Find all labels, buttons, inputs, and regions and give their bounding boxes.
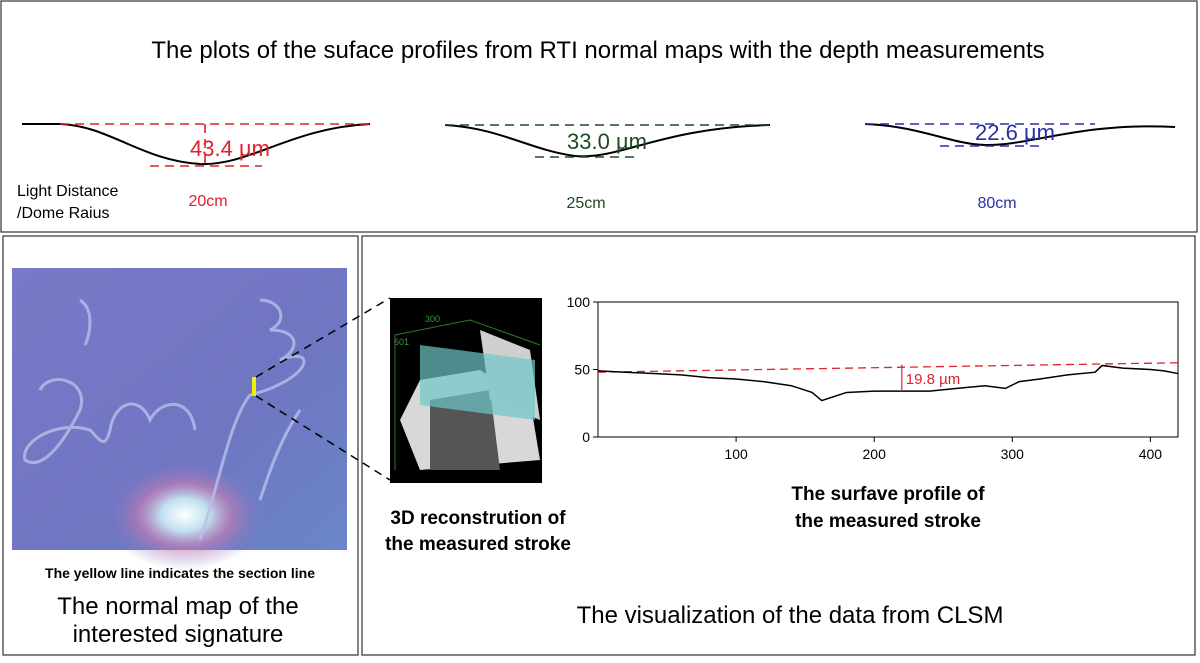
row-label: Light Distance xyxy=(17,183,118,200)
panel-title: The visualization of the data from CLSM xyxy=(577,602,1004,629)
distance-label: 25cm xyxy=(566,195,605,212)
chart-caption: the measured stroke xyxy=(795,511,981,532)
y-tick-label: 50 xyxy=(574,362,590,378)
normal-map-image xyxy=(12,268,347,570)
plot-frame xyxy=(597,301,1179,438)
panel-title: The normal map of the xyxy=(57,593,298,620)
annotation-label: 19.8 µm xyxy=(906,371,961,388)
x-tick-label: 200 xyxy=(863,446,887,462)
x-tick-label: 100 xyxy=(724,446,748,462)
chart-caption: The surfave profile of xyxy=(791,484,985,505)
depth-guides xyxy=(60,123,370,167)
profile-curve xyxy=(22,123,371,166)
x-tick-label: 400 xyxy=(1139,446,1163,462)
right-panel xyxy=(361,235,1196,656)
profile-chart: 0 50 100 100 200 300 400 19.8 µm xyxy=(567,294,1179,462)
depth-label: 43.4 µm xyxy=(190,136,270,161)
y-tick-label: 100 xyxy=(567,294,591,310)
reference-line xyxy=(597,362,1179,373)
top-panel xyxy=(0,0,1198,233)
profile-line xyxy=(597,364,1179,402)
left-panel xyxy=(2,235,359,656)
depth-label: 22.6 µm xyxy=(975,120,1055,145)
section-caption: The yellow line indicates the section li… xyxy=(45,565,315,581)
image-caption: the measured stroke xyxy=(385,534,571,555)
image-caption: 3D reconstrution of xyxy=(390,508,566,529)
top-title: The plots of the suface profiles from RT… xyxy=(151,37,1044,64)
reconstruction-image: 300 601 xyxy=(390,298,542,483)
y-tick-label: 0 xyxy=(582,429,590,445)
distance-label: 80cm xyxy=(977,195,1016,212)
image-label: 300 xyxy=(425,314,440,324)
x-tick-label: 300 xyxy=(1001,446,1025,462)
depth-label: 33.0 µm xyxy=(567,129,647,154)
image-label: 601 xyxy=(394,337,409,347)
zoom-lines xyxy=(255,297,391,481)
depth-guides xyxy=(445,124,770,158)
depth-guides xyxy=(865,123,1095,147)
distance-label: 20cm xyxy=(188,193,227,210)
panel-title: interested signature xyxy=(73,621,284,648)
profile-curve xyxy=(444,124,771,158)
profile-curve xyxy=(864,123,1176,147)
row-label: /Dome Raius xyxy=(17,205,109,222)
